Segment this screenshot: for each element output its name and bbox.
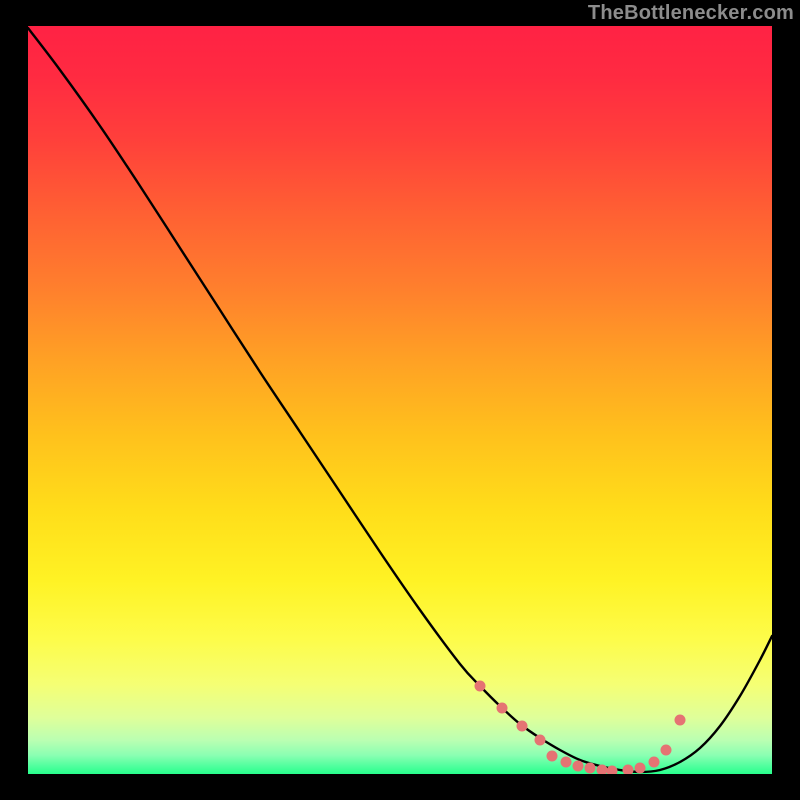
curve-marker	[661, 745, 672, 756]
curve-marker	[573, 761, 584, 772]
curve-marker	[517, 721, 528, 732]
curve-marker	[597, 765, 608, 776]
plot-background	[28, 26, 772, 774]
curve-marker	[585, 763, 596, 774]
curve-marker	[535, 735, 546, 746]
curve-marker	[675, 715, 686, 726]
curve-marker	[649, 757, 660, 768]
curve-marker	[623, 765, 634, 776]
chart-stage: TheBottlenecker.com	[0, 0, 800, 800]
curve-marker	[547, 751, 558, 762]
curve-marker	[635, 763, 646, 774]
chart-svg	[0, 0, 800, 800]
curve-marker	[475, 681, 486, 692]
curve-marker	[561, 757, 572, 768]
curve-marker	[497, 703, 508, 714]
curve-marker	[607, 766, 618, 777]
